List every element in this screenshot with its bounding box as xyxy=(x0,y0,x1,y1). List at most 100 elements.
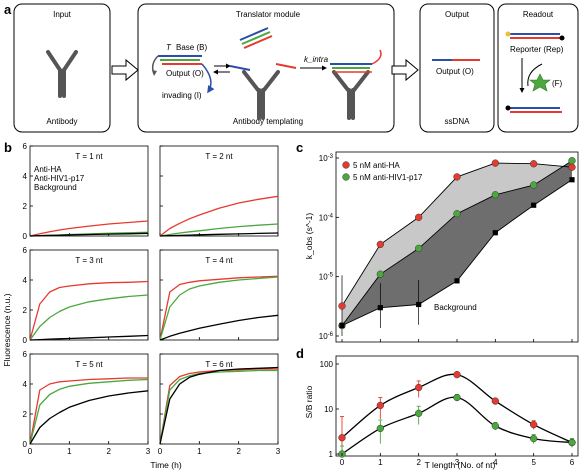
c-point-background xyxy=(416,301,422,308)
d-ylabel: S/B ratio xyxy=(304,385,314,418)
b-xtick-label: 2 xyxy=(236,447,241,456)
c-point-anti-ha xyxy=(453,173,461,181)
c-point-anti-hiv xyxy=(530,181,538,189)
b-ytick-label: 0 xyxy=(23,336,28,345)
panel-b-grid: T = 1 nt 0 2 4 6 Anti-HAAnti-HIV1-p17Backgrou… xyxy=(23,142,281,456)
d-curve-0 xyxy=(341,373,573,444)
panel-c-chart: 10-6 10-5 10-4 10-3 5 nM anti-HA 5 nM anti-HI… xyxy=(319,151,579,343)
c-background-annotation: Background xyxy=(434,303,477,312)
c-point-anti-hiv xyxy=(415,244,423,253)
input-caption: Antibody xyxy=(46,117,77,126)
translator-title: Translator module xyxy=(236,10,301,19)
reporter-label: Reporter (Rep) xyxy=(510,45,564,54)
d-point-anti-ha xyxy=(376,401,384,410)
c-legend-anti-hiv: 5 nM anti-HIV1-p17 xyxy=(353,173,423,182)
c-point-background xyxy=(569,177,575,183)
output-title: Output xyxy=(445,10,470,19)
b-series-background xyxy=(159,366,279,445)
c-point-anti-hiv xyxy=(453,210,461,218)
output-strand-label: Output (O) xyxy=(166,69,204,78)
b-series-anti-ha xyxy=(159,368,278,445)
b-subplot-frame xyxy=(29,353,149,445)
toehold-label: T xyxy=(166,43,172,52)
b-series-background xyxy=(159,232,279,237)
b-series-background xyxy=(29,390,149,445)
antibody-complex-1 xyxy=(229,27,297,120)
output-caption: ssDNA xyxy=(445,117,471,126)
b-legend-anti-hiv1-p17: Anti-HIV1-p17 xyxy=(34,174,85,183)
d-point-anti-hiv xyxy=(415,409,423,418)
b-series-anti-ha xyxy=(159,275,279,341)
base-label: Base (B) xyxy=(176,43,207,52)
c-point-background xyxy=(377,305,383,311)
b-ytick-label: 0 xyxy=(23,440,28,449)
c-point-background xyxy=(531,202,537,208)
c-ytick-label: 10-6 xyxy=(319,332,334,341)
b-subplot-1: T = 1 nt 0 2 4 6 Anti-HAAnti-HIV1-p17Backgrou… xyxy=(23,142,149,241)
d-point-anti-ha xyxy=(453,370,461,379)
b-series-anti-ha xyxy=(29,220,149,237)
b-xtick-label: 1 xyxy=(67,447,72,456)
b-subplot-title: T = 4 nt xyxy=(205,256,233,265)
b-xtick-label: 3 xyxy=(146,447,151,456)
b-ytick-label: 4 xyxy=(23,380,28,389)
b-subplot-6: T = 6 nt 0 1 2 3 xyxy=(158,353,281,456)
b-ytick-label: 2 xyxy=(23,202,28,211)
d-curve-1 xyxy=(341,396,573,455)
b-subplot-title: T = 1 nt xyxy=(75,152,103,161)
b-xtick-label: 1 xyxy=(197,447,202,456)
c-point-background xyxy=(339,322,345,329)
d-point-anti-hiv xyxy=(568,438,576,447)
b-subplot-title: T = 3 nt xyxy=(75,256,103,265)
d-ytick-label: 100 xyxy=(320,360,334,369)
fluorophore-star-icon xyxy=(529,73,551,92)
d-xtick-label: 5 xyxy=(531,458,536,467)
d-xtick-label: 0 xyxy=(340,458,345,467)
d-point-anti-ha xyxy=(491,397,499,405)
readout-box xyxy=(497,3,579,133)
b-ytick-label: 2 xyxy=(23,306,28,315)
b-series-background xyxy=(159,314,279,341)
c-point-anti-ha xyxy=(415,213,423,221)
c-ytick-label: 10-4 xyxy=(319,213,334,222)
c-shade-ha xyxy=(342,160,572,326)
d-ytick-label: 10 xyxy=(324,405,333,414)
b-subplot-title: T = 2 nt xyxy=(205,152,233,161)
c-point-background xyxy=(454,278,460,284)
d-point-anti-hiv xyxy=(530,434,538,443)
c-point-background xyxy=(492,230,498,236)
output-strand-label-2: Output (O) xyxy=(436,67,474,76)
b-series-anti-hiv1-p17 xyxy=(159,369,278,445)
b-legend-anti-ha: Anti-HA xyxy=(34,165,62,174)
b-xtick-label: 0 xyxy=(158,447,163,456)
flow-arrow-2 xyxy=(391,58,419,82)
d-point-anti-ha xyxy=(530,420,538,429)
b-ytick-label: 6 xyxy=(23,246,28,255)
b-xtick-label: 3 xyxy=(276,447,281,456)
d-xtick-label: 1 xyxy=(378,458,383,467)
b-ylabel: Fluorescence (n.u.) xyxy=(2,293,12,366)
c-point-anti-ha xyxy=(338,302,346,310)
c-legend-marker xyxy=(342,161,350,169)
d-xtick-label: 6 xyxy=(570,458,575,467)
c-shade-hiv xyxy=(342,160,572,326)
c-ytick-label: 10-5 xyxy=(319,273,334,282)
c-ylabel: k_obs (s^-1) xyxy=(304,213,314,260)
b-subplot-frame xyxy=(29,145,149,237)
b-ytick-label: 6 xyxy=(23,350,28,359)
b-xtick-label: 0 xyxy=(28,447,33,456)
b-ytick-label: 4 xyxy=(23,172,28,181)
output-box xyxy=(419,3,495,133)
antibody-complex-2 xyxy=(330,49,382,120)
c-point-anti-ha xyxy=(376,240,384,249)
b-series-background xyxy=(29,334,149,341)
b-series-anti-hiv1-p17 xyxy=(29,378,149,445)
panel-label-b: b xyxy=(4,140,12,155)
b-ytick-label: 6 xyxy=(23,142,28,151)
quenched-duplex xyxy=(505,105,562,113)
b-series-anti-hiv1-p17 xyxy=(29,294,149,341)
b-series-anti-ha xyxy=(159,195,279,237)
b-xlabel: Time (h) xyxy=(150,460,181,470)
b-subplot-frame xyxy=(159,249,279,341)
